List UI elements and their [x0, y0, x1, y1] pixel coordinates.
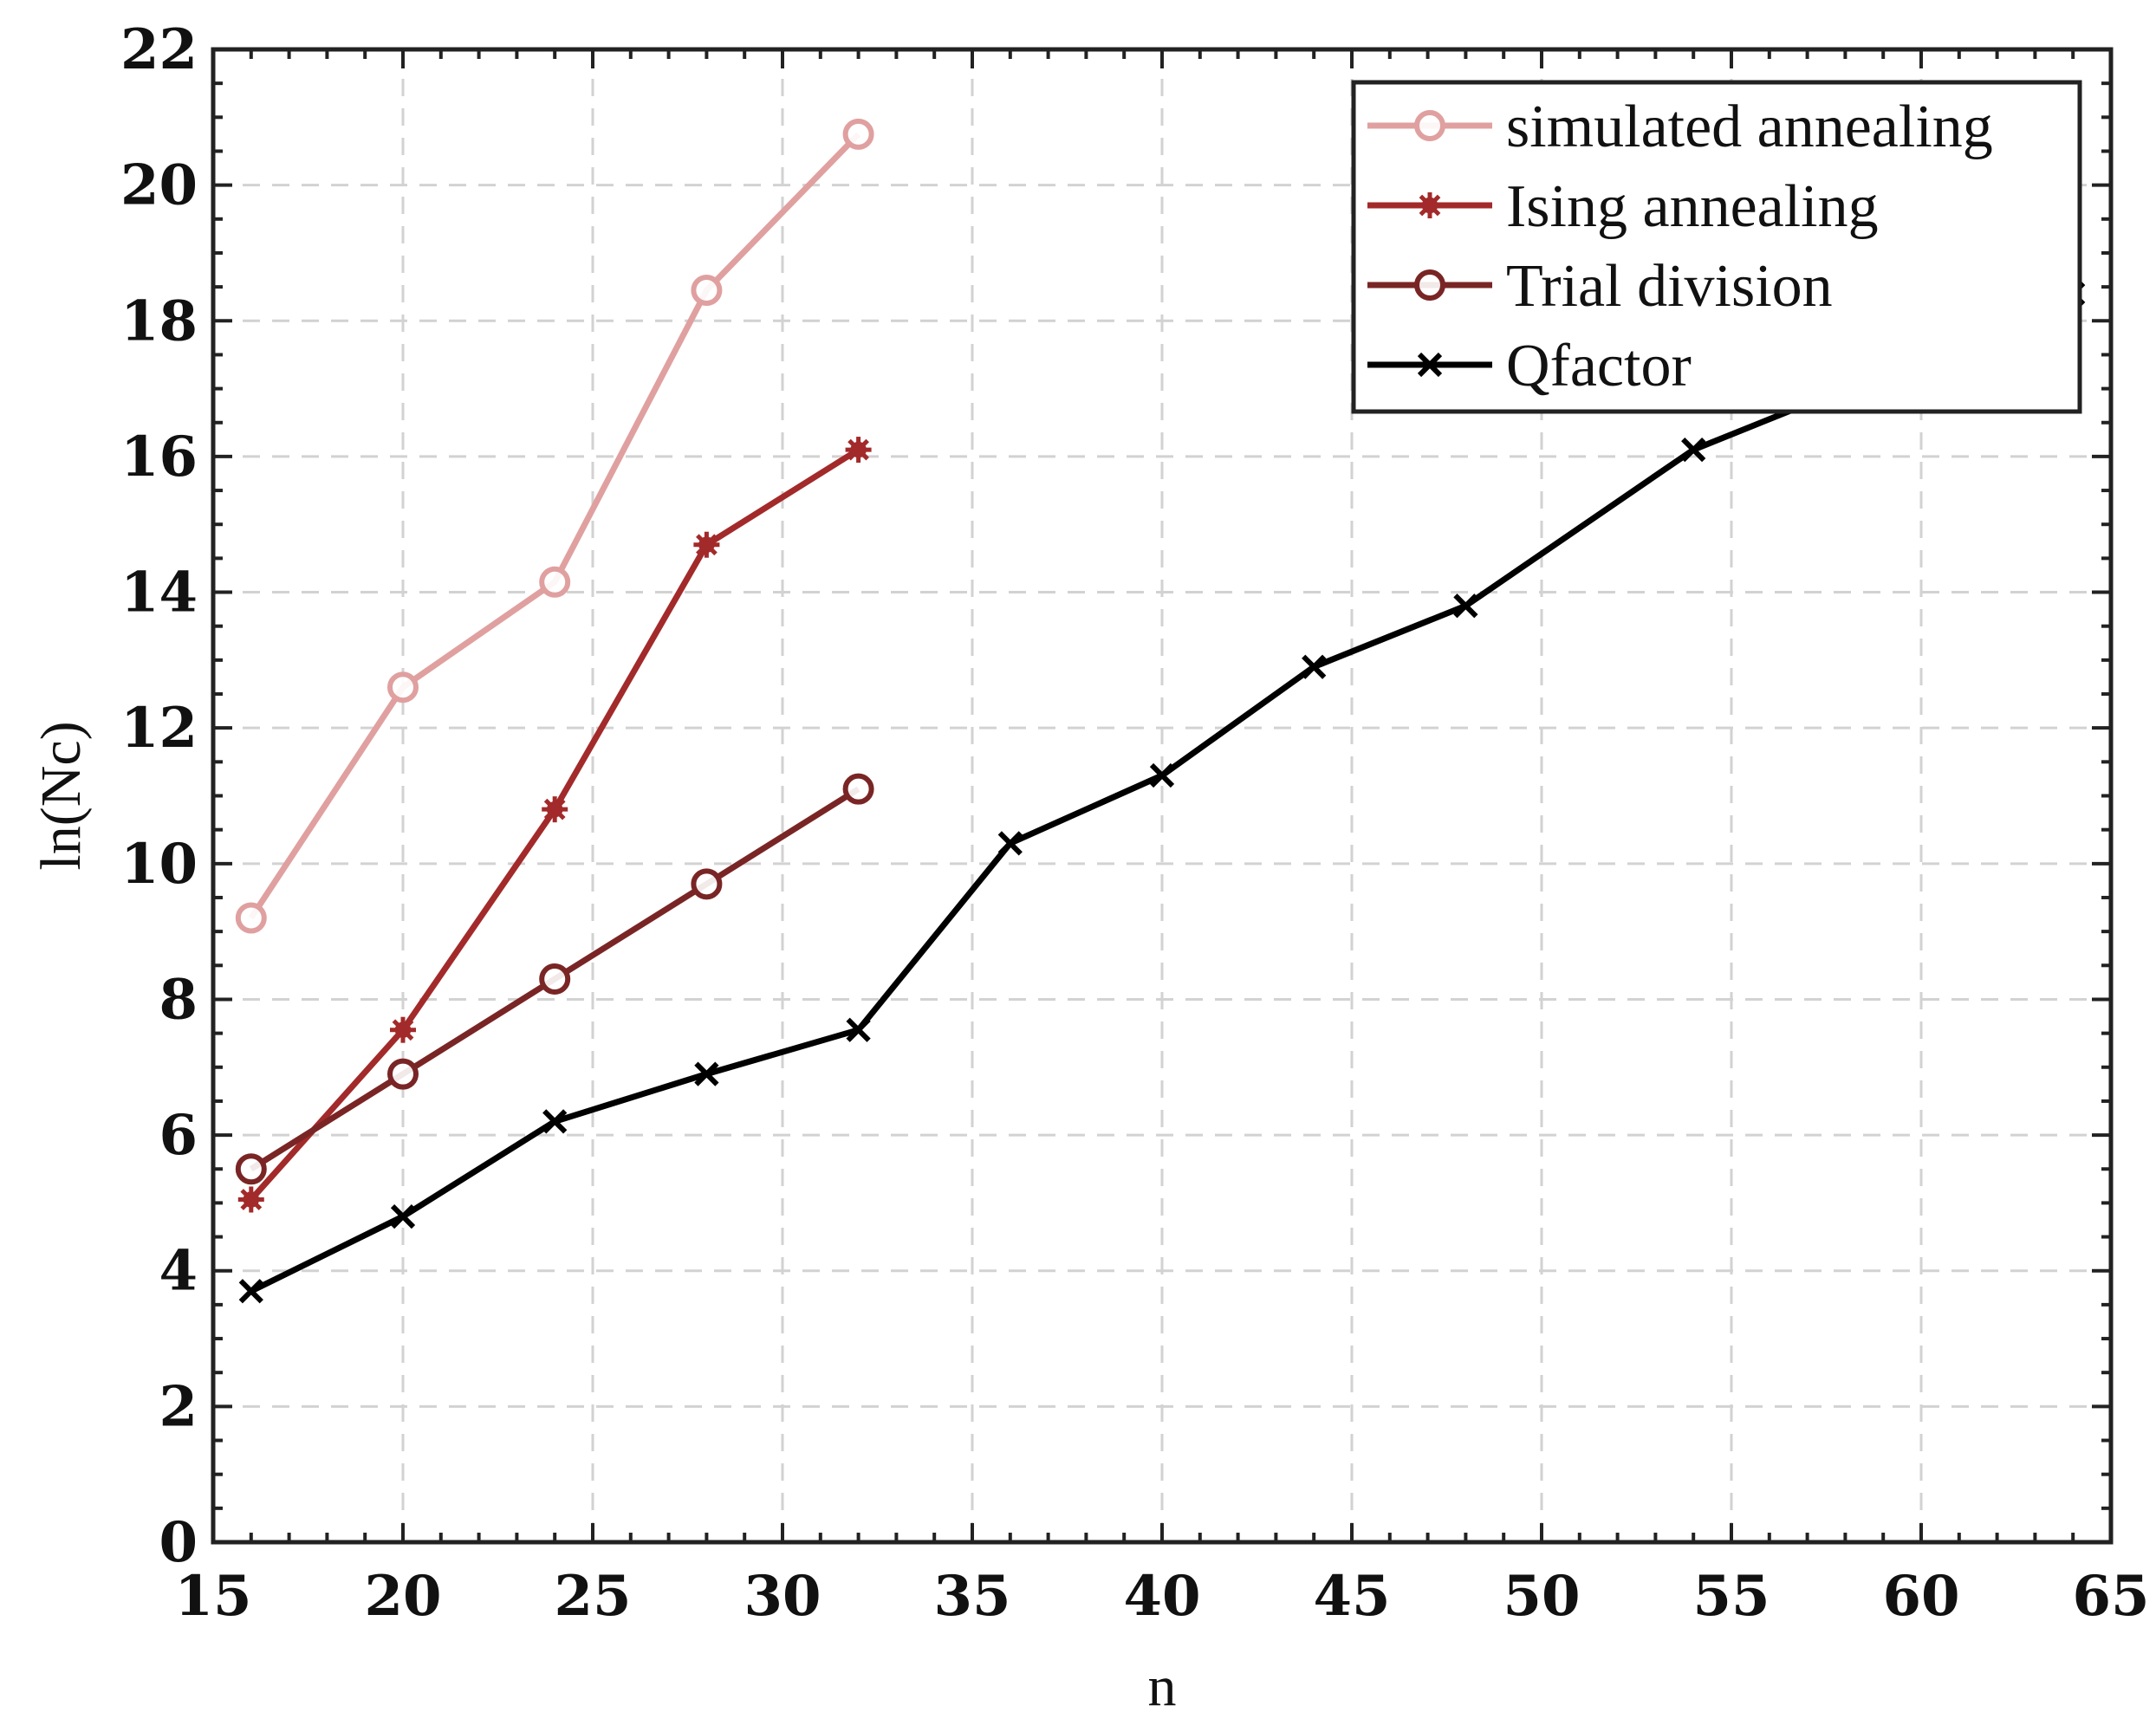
- legend-item-qfactor: Qfactor: [1367, 333, 1692, 399]
- legend-item-ising-annealing: Ising annealing: [1367, 173, 1879, 240]
- trial-division-point: [387, 1058, 419, 1090]
- x-tick-label: 60: [1882, 1564, 1959, 1629]
- y-tick-label: 0: [159, 1510, 198, 1575]
- qfactor-point: [1302, 654, 1327, 679]
- y-tick-label: 18: [120, 289, 198, 353]
- series-trial-division: [235, 773, 874, 1185]
- x-tick-label: 40: [1123, 1564, 1200, 1629]
- y-tick-label: 2: [159, 1374, 198, 1439]
- x-tick-label: 30: [744, 1564, 821, 1629]
- y-tick-label: 16: [120, 425, 198, 490]
- legend-label: Qfactor: [1506, 333, 1692, 399]
- axis-ticks: [211, 48, 2113, 1544]
- ising-annealing-point: [542, 796, 568, 823]
- ising-annealing-point: [693, 531, 720, 558]
- ising-annealing-point: [390, 1016, 416, 1043]
- x-tick-label: 20: [364, 1564, 441, 1629]
- y-tick-label: 4: [159, 1239, 198, 1304]
- qfactor-point: [1453, 593, 1478, 619]
- series-ising-annealing: [237, 437, 872, 1213]
- qfactor-point: [694, 1061, 719, 1086]
- x-tick-label: 45: [1313, 1564, 1390, 1629]
- y-tick-label: 12: [120, 696, 198, 761]
- ising-annealing-point: [237, 1186, 264, 1213]
- qfactor-point: [542, 1109, 568, 1134]
- ising-annealing-point: [845, 437, 872, 464]
- tick-labels: 15 20 25 30 35 40 45 50 55 60 65 0 2 4 6 8 10 12 14 16 18 20 2…: [120, 17, 2150, 1629]
- qfactor-point: [1149, 762, 1175, 788]
- legend-item-trial-division: Trial division: [1367, 253, 1833, 320]
- y-tick-label: 8: [159, 967, 198, 1032]
- qfactor-point: [1681, 437, 1706, 463]
- qfactor-point: [997, 831, 1023, 856]
- x-tick-label: 25: [554, 1564, 631, 1629]
- qfactor-line: [250, 290, 2075, 1294]
- simulated-annealing-point: [235, 902, 267, 934]
- y-tick-label: 20: [120, 153, 198, 218]
- series-simulated-annealing: [235, 118, 874, 934]
- legend: simulated annealing Ising annealing Trial …: [1351, 80, 2082, 414]
- simulated-annealing-point: [539, 566, 571, 598]
- trial-division-point: [691, 868, 723, 900]
- y-tick-label: 22: [120, 17, 198, 82]
- legend-item-simulated-annealing: simulated annealing: [1367, 94, 1993, 160]
- legend-marker: [1414, 110, 1445, 141]
- trial-division-point: [539, 963, 571, 995]
- x-tick-label: 50: [1503, 1564, 1580, 1629]
- series-layer: [235, 118, 2086, 1304]
- y-tick-label: 14: [120, 561, 198, 626]
- simulated-annealing-point: [691, 275, 723, 307]
- trial-division-point: [842, 773, 874, 805]
- x-tick-label: 35: [933, 1564, 1010, 1629]
- simulated-annealing-point: [387, 671, 419, 704]
- x-axis-label: n: [1148, 1655, 1177, 1718]
- legend-label: Ising annealing: [1506, 173, 1879, 240]
- legend-label: simulated annealing: [1506, 94, 1993, 160]
- legend-marker: [1417, 192, 1443, 218]
- legend-box: [1351, 80, 2082, 414]
- x-tick-label: 55: [1692, 1564, 1770, 1629]
- y-axis-label: ln(Nc): [29, 721, 93, 870]
- simulated-annealing-point: [842, 118, 874, 150]
- qfactor-point: [846, 1017, 871, 1042]
- legend-marker: [1417, 352, 1443, 378]
- legend-marker: [1414, 269, 1445, 301]
- y-tick-label: 10: [120, 832, 198, 897]
- y-tick-label: 6: [159, 1103, 198, 1168]
- x-tick-label: 65: [2072, 1564, 2149, 1629]
- qfactor-point: [390, 1203, 416, 1229]
- legend-label: Trial division: [1506, 253, 1833, 320]
- trial-division-point: [235, 1153, 267, 1185]
- qfactor-point: [238, 1279, 263, 1304]
- x-tick-label: 15: [174, 1564, 251, 1629]
